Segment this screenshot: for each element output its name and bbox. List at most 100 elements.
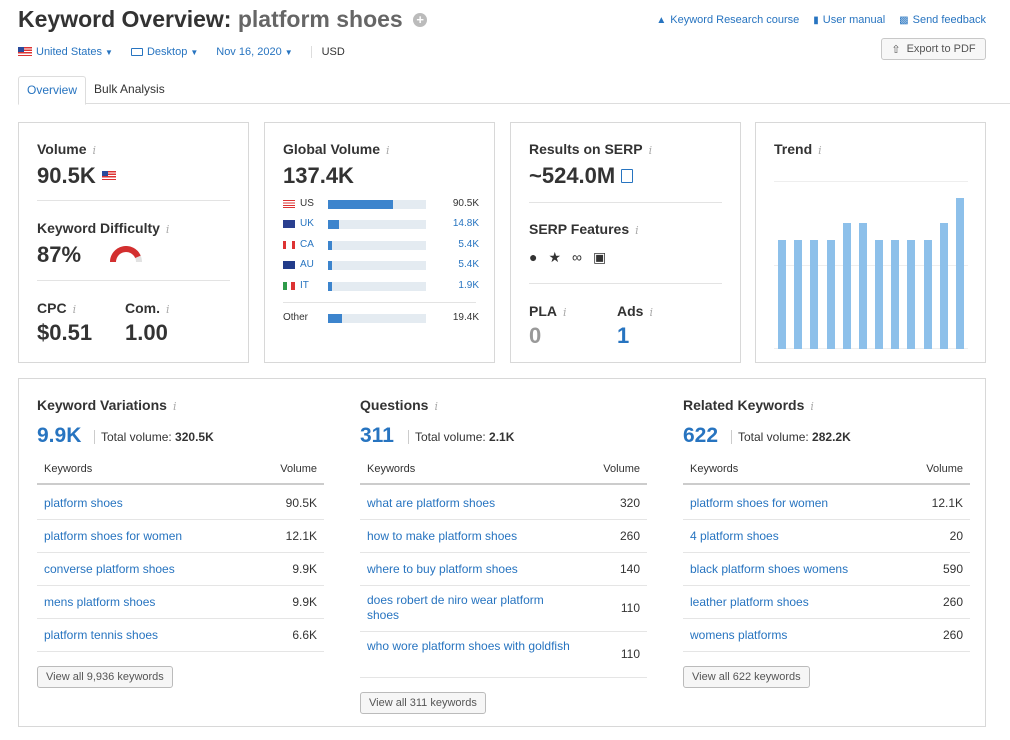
info-icon[interactable]: i — [92, 144, 97, 157]
send-feedback-link[interactable]: ▩ Send feedback — [899, 14, 986, 26]
export-label: Export to PDF — [906, 43, 976, 55]
volume-bar-fill — [328, 220, 339, 230]
serp-document-icon[interactable] — [621, 169, 634, 183]
table-row: black platform shoes womens 590 — [683, 553, 970, 586]
country-volume[interactable]: 1.9K — [458, 279, 479, 291]
trend-bar[interactable] — [955, 197, 964, 349]
com-value: 1.00 — [125, 320, 168, 345]
link-icon: ∞ — [572, 249, 583, 265]
table-header: Keywords Volume — [37, 459, 324, 485]
global-volume-value: 137.4K — [283, 163, 354, 188]
keyword-research-course-link[interactable]: ▲ Keyword Research course — [656, 14, 799, 26]
trend-bar[interactable] — [907, 239, 916, 349]
table-row: how to make platform shoes 260 — [360, 520, 647, 553]
trend-bar[interactable] — [842, 223, 851, 349]
info-icon[interactable]: i — [648, 144, 653, 157]
com-label: Com. i — [125, 300, 170, 316]
trend-bar[interactable] — [891, 239, 900, 349]
add-to-list-icon[interactable]: + — [413, 13, 428, 27]
tab-bulk-analysis[interactable]: Bulk Analysis — [94, 82, 165, 96]
keyword-link[interactable]: who wore platform shoes with goldfish — [367, 639, 570, 653]
keyword-link[interactable]: black platform shoes womens — [690, 562, 849, 576]
country-code[interactable]: AU — [300, 259, 314, 271]
table-row: platform shoes for women 12.1K — [37, 520, 324, 553]
view-all-keywords-button[interactable]: View all 311 keywords — [360, 692, 486, 714]
keyword-volume: 590 — [942, 562, 963, 576]
graduation-cap-icon: ▲ — [656, 15, 667, 26]
divider — [283, 302, 476, 303]
difficulty-gauge — [110, 246, 142, 262]
date-selector[interactable]: Nov 16, 2020 ▼ — [216, 46, 292, 58]
info-icon[interactable]: i — [810, 400, 814, 413]
info-icon[interactable]: i — [385, 144, 390, 157]
trend-bar[interactable] — [810, 239, 819, 349]
section-title: Questions i — [360, 397, 438, 413]
country-volume[interactable]: 14.8K — [452, 218, 479, 230]
volume-bar-fill — [328, 314, 342, 323]
chevron-down-icon: ▼ — [105, 48, 113, 57]
info-icon[interactable]: i — [166, 303, 170, 316]
country-volume[interactable]: 5.4K — [458, 238, 479, 250]
country-code[interactable]: UK — [300, 218, 314, 230]
info-icon[interactable]: i — [165, 223, 170, 236]
global-volume-row: US 90.5K — [283, 198, 479, 212]
trend-bar[interactable] — [875, 239, 884, 349]
keyword-link[interactable]: what are platform shoes — [367, 496, 496, 510]
global-volume-row: UK 14.8K — [283, 218, 479, 232]
ads-value[interactable]: 1 — [617, 323, 630, 348]
trend-bar[interactable] — [939, 223, 948, 349]
keyword-link[interactable]: mens platform shoes — [44, 595, 156, 609]
volume-bar-track — [328, 261, 426, 271]
view-all-keywords-button[interactable]: View all 622 keywords — [683, 666, 810, 688]
keyword-link[interactable]: leather platform shoes — [690, 595, 809, 609]
trend-bar[interactable] — [794, 239, 803, 349]
user-manual-link[interactable]: ▮ User manual — [813, 14, 885, 26]
gridline — [774, 181, 968, 182]
keyword-volume: 260 — [619, 529, 640, 543]
section-count[interactable]: 622 — [683, 424, 719, 447]
country-code[interactable]: IT — [300, 279, 309, 291]
section-title: Related Keywords i — [683, 397, 814, 413]
info-icon[interactable]: i — [818, 144, 822, 157]
keyword-link[interactable]: where to buy platform shoes — [367, 562, 518, 576]
serp-features-icons: ● ★ ∞ ▣ — [529, 249, 606, 266]
view-all-keywords-button[interactable]: View all 9,936 keywords — [37, 666, 173, 688]
device-selector[interactable]: Desktop ▼ — [130, 46, 198, 58]
currency-label: USD — [310, 46, 345, 58]
keyword-link[interactable]: platform shoes for women — [690, 496, 829, 510]
info-icon[interactable]: i — [635, 224, 639, 237]
info-icon[interactable]: i — [172, 400, 177, 413]
info-icon[interactable]: i — [563, 306, 567, 319]
section-count[interactable]: 9.9K — [37, 424, 82, 447]
keyword-link[interactable]: 4 platform shoes — [690, 529, 779, 543]
country-selector[interactable]: United States ▼ — [18, 46, 113, 58]
info-icon[interactable]: i — [649, 306, 653, 319]
country-volume[interactable]: 5.4K — [458, 259, 479, 271]
trend-bar[interactable] — [826, 239, 835, 349]
volume-bar-track — [328, 240, 426, 250]
table-row: 4 platform shoes 20 — [683, 520, 970, 553]
info-icon[interactable]: i — [434, 400, 438, 413]
volume-bar-track — [328, 200, 426, 209]
divider — [37, 280, 230, 281]
keyword-link[interactable]: how to make platform shoes — [367, 529, 518, 543]
uk-flag-icon — [283, 220, 295, 229]
column-header-volume: Volume — [603, 463, 640, 475]
info-icon[interactable]: i — [72, 303, 77, 316]
tab-overview[interactable]: Overview — [18, 76, 87, 105]
keyword-link[interactable]: does robert de niro wear platform shoes — [367, 593, 544, 622]
column-header-keywords: Keywords — [367, 463, 416, 475]
section-count[interactable]: 311 — [360, 424, 394, 447]
export-to-pdf-button[interactable]: ⇧ Export to PDF — [881, 38, 986, 60]
keyword-link[interactable]: platform shoes — [44, 496, 123, 510]
keyword-link[interactable]: converse platform shoes — [44, 562, 175, 576]
total-volume: Total volume: 2.1K — [408, 430, 514, 444]
page-header: Keyword Overview: platform shoes + ▲ Keyw… — [18, 6, 986, 36]
trend-bar[interactable] — [778, 239, 787, 349]
keyword-link[interactable]: platform shoes for women — [44, 529, 183, 543]
trend-bar[interactable] — [858, 223, 867, 349]
keyword-link[interactable]: womens platforms — [690, 628, 788, 642]
keyword-link[interactable]: platform tennis shoes — [44, 628, 159, 642]
trend-bar[interactable] — [923, 239, 932, 349]
country-code[interactable]: CA — [300, 238, 314, 250]
